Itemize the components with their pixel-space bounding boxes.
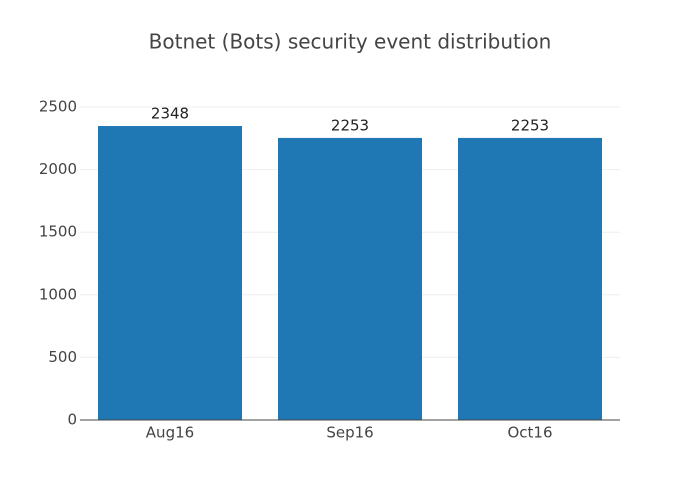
y-tick-label: 1500: [39, 223, 77, 241]
data-label: 2253: [511, 116, 549, 134]
chart-title: Botnet (Bots) security event distributio…: [149, 30, 552, 54]
bar: [278, 137, 422, 421]
y-tick-label: 1000: [39, 285, 77, 303]
x-tick-label: Oct16: [507, 424, 552, 442]
x-tick-label: Sep16: [326, 424, 373, 442]
bar: [98, 126, 242, 421]
data-label: 2253: [331, 116, 369, 134]
y-tick-label: 0: [67, 411, 77, 429]
y-tick-label: 2000: [39, 160, 77, 178]
x-tick-label: Aug16: [146, 424, 194, 442]
y-tick-label: 2500: [39, 98, 77, 116]
y-tick-label: 500: [48, 348, 77, 366]
bar: [458, 137, 602, 421]
data-label: 2348: [151, 105, 189, 123]
